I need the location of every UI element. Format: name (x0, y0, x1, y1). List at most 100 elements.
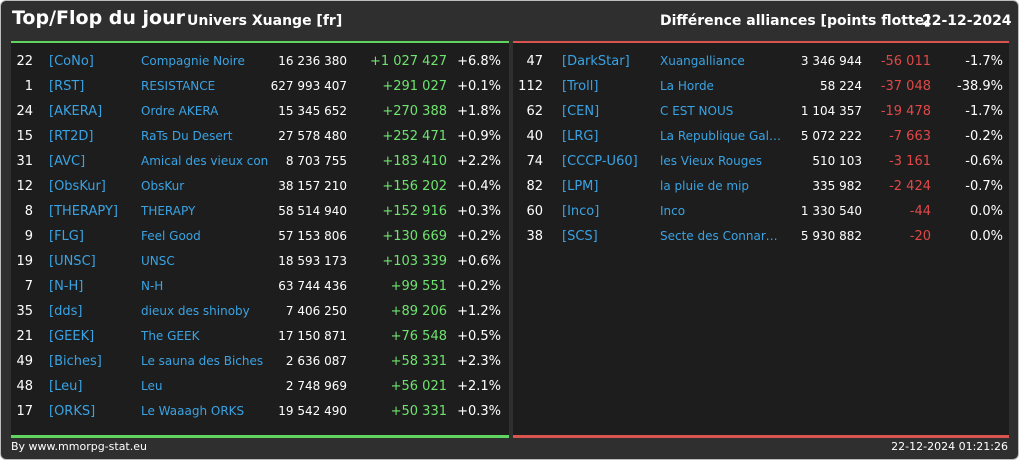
delta-cell: +76 548 (390, 329, 447, 344)
percent-cell: -38.9% (957, 79, 1003, 94)
delta-cell: +130 669 (382, 229, 447, 244)
percent-cell: 0.0% (969, 229, 1003, 244)
alliance-name-link[interactable]: ObsKur (141, 179, 185, 193)
alliance-tag-link[interactable]: [SCS] (562, 229, 598, 244)
alliance-row: 48 [Leu] Leu 2 748 969 +56 021 +2.1% (11, 375, 509, 400)
percent-cell: +1.2% (457, 304, 501, 319)
delta-cell: -56 011 (880, 54, 931, 69)
alliance-row: 19 [UNSC] UNSC 18 593 173 +103 339 +0.6% (11, 250, 509, 275)
footer-timestamp: 22-12-2024 01:21:26 (891, 440, 1008, 453)
alliance-tag-link[interactable]: [dds] (49, 304, 83, 319)
alliance-row: 17 [ORKS] Le Waaagh ORKS 19 542 490 +50 331 +… (11, 400, 509, 425)
alliance-name-link[interactable]: dieux des shinoby (141, 304, 250, 318)
alliance-row: 31 [AVC] Amical des vieux con 8 703 755 +183… (11, 150, 509, 175)
alliance-name-link[interactable]: C EST NOUS (660, 104, 734, 118)
alliance-name-link[interactable]: RESISTANCE (141, 79, 216, 93)
percent-cell: +0.4% (457, 179, 501, 194)
rank-cell: 40 (526, 129, 543, 144)
rank-cell: 112 (518, 79, 543, 94)
rank-cell: 48 (16, 379, 33, 394)
points-cell: 5 930 882 (800, 229, 862, 243)
alliance-row: 1 [RST] RESISTANCE 627 993 407 +291 027 +0.1% (11, 75, 509, 100)
rank-cell: 8 (24, 204, 33, 219)
alliance-name-link[interactable]: Inco (660, 204, 686, 218)
alliance-name-link[interactable]: THERAPY (141, 204, 196, 218)
alliance-name-link[interactable]: RaTs Du Desert (141, 129, 233, 143)
alliance-tag-link[interactable]: [AVC] (49, 154, 86, 169)
alliance-name-link[interactable]: La Horde (660, 79, 714, 93)
alliance-tag-link[interactable]: [ObsKur] (49, 179, 106, 194)
alliance-name-link[interactable]: la pluie de mip (660, 179, 750, 193)
alliance-row: 74 [CCCP-U60] les Vieux Rouges 510 103 -3 16… (513, 150, 1009, 175)
alliance-tag-link[interactable]: [Leu] (49, 379, 83, 394)
alliance-name-link[interactable]: Le sauna des Biches (141, 354, 264, 368)
delta-cell: +291 027 (382, 79, 447, 94)
alliance-tag-link[interactable]: [CoNo] (49, 54, 94, 69)
alliance-name-link[interactable]: Le Waaagh ORKS (141, 404, 245, 418)
percent-cell: +0.9% (457, 129, 501, 144)
alliance-row: 12 [ObsKur] ObsKur 38 157 210 +156 202 +0.4% (11, 175, 509, 200)
delta-cell: +103 339 (382, 254, 447, 269)
alliance-tag-link[interactable]: [Troll] (562, 79, 599, 94)
alliance-tag-link[interactable]: [CEN] (562, 104, 600, 119)
alliance-row: 47 [DarkStar] Xuangalliance 3 346 944 -56 01… (513, 50, 1009, 75)
alliance-name-link[interactable]: Ordre AKERA (141, 104, 219, 118)
alliance-name-link[interactable]: Secte des Connard... (660, 229, 782, 243)
alliance-tag-link[interactable]: [CCCP-U60] (562, 154, 638, 169)
alliance-name-link[interactable]: Feel Good (141, 229, 201, 243)
alliance-row: 24 [AKERA] Ordre AKERA 15 345 652 +270 388 +1… (11, 100, 509, 125)
delta-cell: -20 (909, 229, 931, 244)
percent-cell: +2.2% (457, 154, 501, 169)
alliance-tag-link[interactable]: [UNSC] (49, 254, 96, 269)
alliance-tag-link[interactable]: [AKERA] (49, 104, 103, 119)
alliance-name-link[interactable]: UNSC (141, 254, 175, 268)
points-cell: 1 330 540 (800, 204, 862, 218)
alliance-tag-link[interactable]: [N-H] (49, 279, 84, 294)
delta-cell: -7 663 (889, 129, 931, 144)
alliance-tag-link[interactable]: [DarkStar] (562, 54, 630, 69)
alliance-tag-link[interactable]: [LRG] (562, 129, 599, 144)
alliance-tag-link[interactable]: [FLG] (49, 229, 84, 244)
points-cell: 63 744 436 (278, 279, 347, 293)
alliance-name-link[interactable]: les Vieux Rouges (660, 154, 762, 168)
delta-cell: +50 331 (390, 404, 447, 419)
delta-cell: +89 206 (390, 304, 447, 319)
delta-cell: +1 027 427 (369, 54, 447, 69)
alliance-name-link[interactable]: N-H (141, 279, 164, 293)
alliance-tag-link[interactable]: [Inco] (562, 204, 600, 219)
universe-label: Univers Xuange [fr] (187, 13, 343, 29)
rank-cell: 62 (526, 104, 543, 119)
alliance-tag-link[interactable]: [GEEK] (49, 329, 95, 344)
difference-title: Différence alliances [points flotte] (660, 13, 931, 29)
points-cell: 627 993 407 (270, 79, 347, 93)
page-title: Top/Flop du jour (12, 7, 185, 29)
alliance-name-link[interactable]: Leu (141, 379, 163, 393)
alliance-tag-link[interactable]: [THERAPY] (49, 204, 118, 219)
delta-cell: +58 331 (390, 354, 447, 369)
alliance-row: 38 [SCS] Secte des Connard... 5 930 882 -20 0… (513, 225, 1009, 250)
footer-site[interactable]: By www.mmorpg-stat.eu (11, 440, 147, 453)
alliance-tag-link[interactable]: [RT2D] (49, 129, 94, 144)
rank-cell: 82 (526, 179, 543, 194)
alliance-name-link[interactable]: Amical des vieux con (141, 154, 269, 168)
alliance-name-link[interactable]: Xuangalliance (660, 54, 745, 68)
alliance-tag-link[interactable]: [ORKS] (49, 404, 96, 419)
alliance-tag-link[interactable]: [Biches] (49, 354, 102, 369)
alliance-row: 7 [N-H] N-H 63 744 436 +99 551 +0.2% (11, 275, 509, 300)
points-cell: 15 345 652 (278, 104, 347, 118)
alliance-tag-link[interactable]: [LPM] (562, 179, 599, 194)
alliance-tag-link[interactable]: [RST] (49, 79, 85, 94)
percent-cell: +0.2% (457, 279, 501, 294)
alliance-name-link[interactable]: The GEEK (141, 329, 200, 343)
alliance-row: 35 [dds] dieux des shinoby 7 406 250 +89 206… (11, 300, 509, 325)
delta-cell: +183 410 (382, 154, 447, 169)
delta-cell: +152 916 (382, 204, 447, 219)
points-cell: 58 514 940 (278, 204, 347, 218)
points-cell: 7 406 250 (285, 304, 347, 318)
points-cell: 38 157 210 (278, 179, 347, 193)
alliance-name-link[interactable]: Compagnie Noire (141, 54, 245, 68)
alliance-name-link[interactable]: La Republique Gala... (660, 129, 782, 143)
rank-cell: 38 (526, 229, 543, 244)
percent-cell: 0.0% (969, 204, 1003, 219)
points-cell: 8 703 755 (285, 154, 347, 168)
